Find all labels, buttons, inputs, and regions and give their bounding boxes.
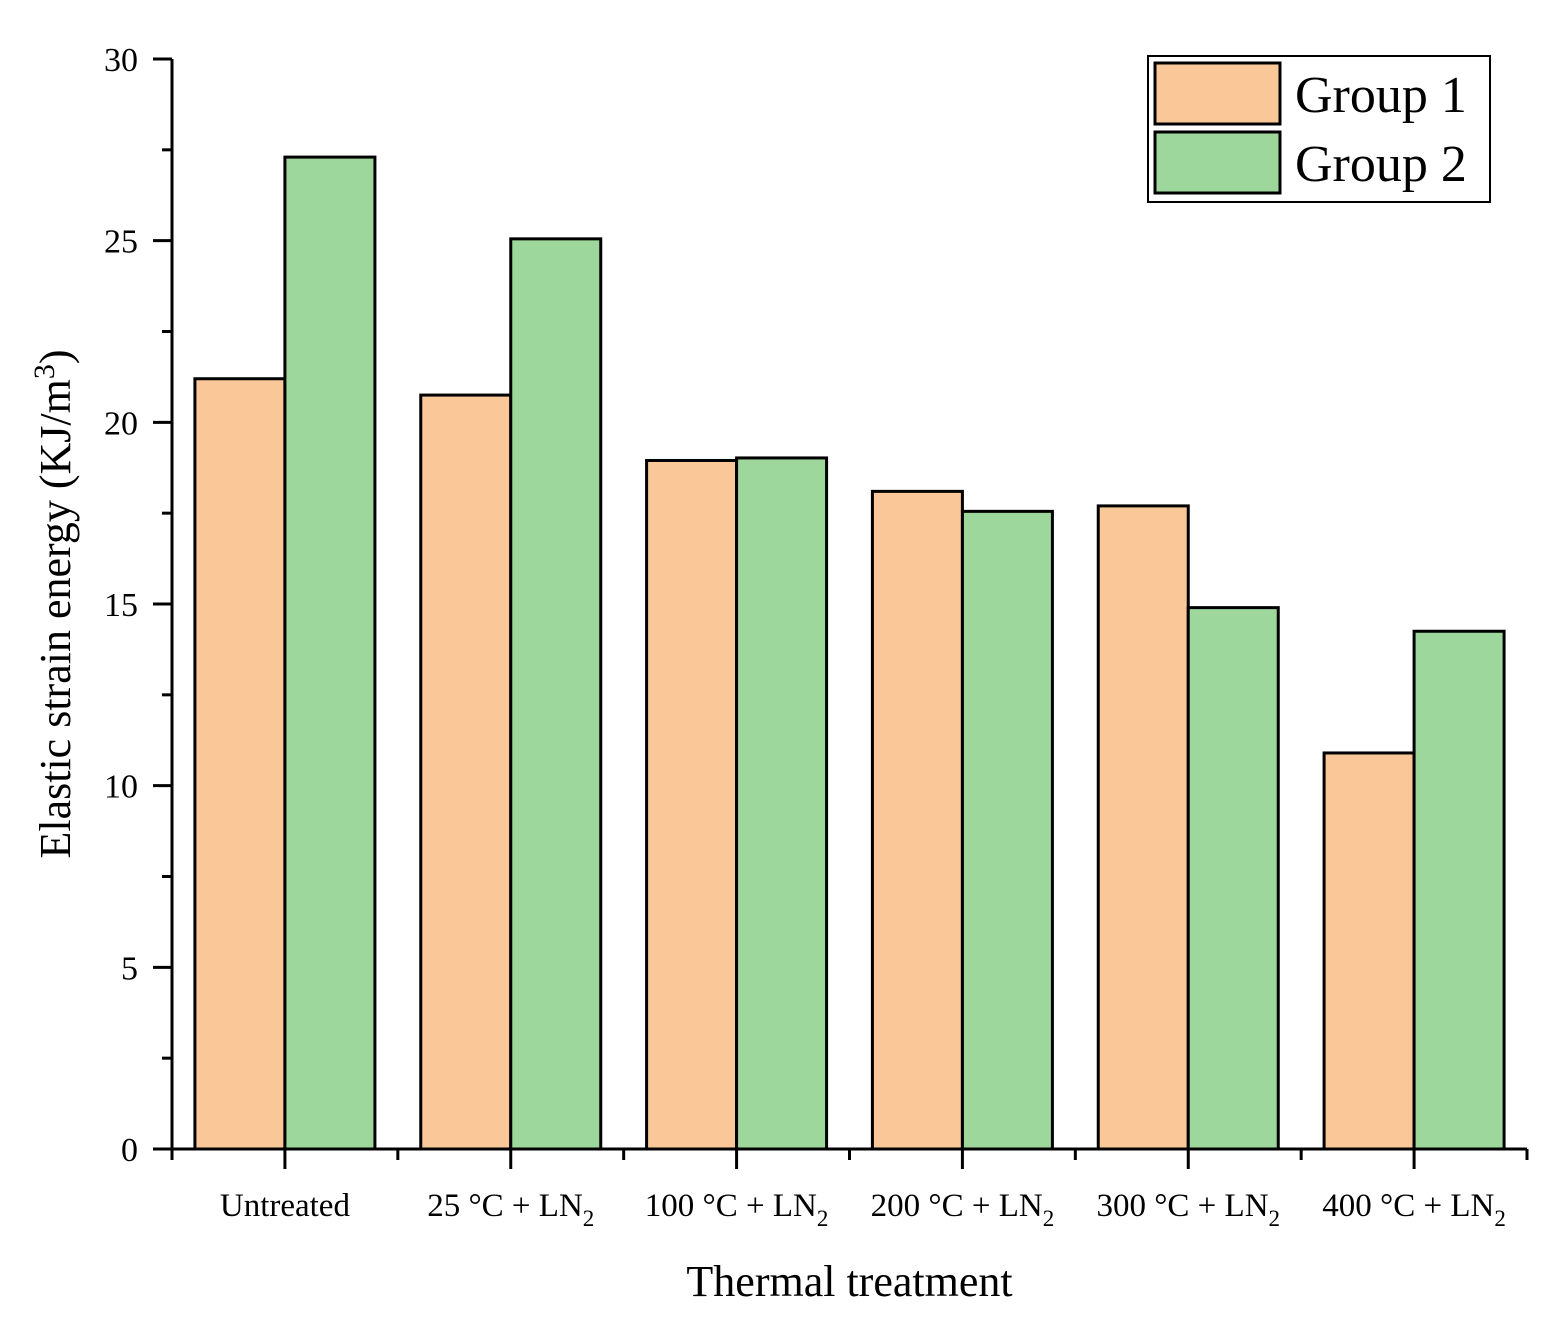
y-tick-label: 5 xyxy=(121,950,138,987)
bar-group-1-5 xyxy=(1096,504,1190,1151)
x-tick-label: 100 °C + LN2 xyxy=(645,1188,829,1231)
y-tick-label: 25 xyxy=(104,224,138,261)
x-axis-title: Thermal treatment xyxy=(686,1257,1012,1306)
labels-layer: 0 5 10 15 20 25 30 Untreated 25 °C + LN2 100 °C +… xyxy=(28,42,1506,1306)
y-tick-label: 20 xyxy=(104,405,138,442)
ticks-layer xyxy=(153,57,1529,1169)
bar-group-2-3 xyxy=(735,456,829,1151)
legend: Group 1 Group 2 xyxy=(1147,55,1491,203)
bar-group-1-2 xyxy=(419,393,513,1151)
x-tick-label: 400 °C + LN2 xyxy=(1322,1188,1506,1231)
x-tick-label: 200 °C + LN2 xyxy=(871,1188,1055,1231)
bar-group-1-4 xyxy=(870,489,964,1151)
legend-swatch-group-2 xyxy=(1153,130,1282,195)
y-tick-label: 10 xyxy=(104,769,138,806)
bar-group-2-2 xyxy=(509,237,603,1151)
y-tick-label: 0 xyxy=(121,1132,138,1169)
legend-label-group-2: Group 2 xyxy=(1295,136,1467,193)
x-tick-label: 25 °C + LN2 xyxy=(427,1188,594,1231)
x-tick-label: Untreated xyxy=(220,1188,351,1224)
bars-layer xyxy=(193,155,1506,1151)
legend-label-group-1: Group 1 xyxy=(1295,67,1467,124)
bar-group-1-3 xyxy=(645,458,739,1151)
x-tick-label: 300 °C + LN2 xyxy=(1096,1188,1280,1231)
bar-group-2-5 xyxy=(1186,606,1280,1151)
bar-group-1-6 xyxy=(1322,751,1416,1151)
y-tick-label: 15 xyxy=(104,587,138,624)
bar-group-2-4 xyxy=(960,509,1054,1151)
y-axis-title: Elastic strain energy (KJ/m3) xyxy=(28,349,80,858)
bar-group-1-1 xyxy=(193,377,287,1151)
legend-swatch-group-1 xyxy=(1153,61,1282,126)
y-tick-label: 30 xyxy=(104,42,138,79)
bar-group-2-1 xyxy=(283,155,377,1151)
bar-group-2-6 xyxy=(1412,629,1506,1151)
